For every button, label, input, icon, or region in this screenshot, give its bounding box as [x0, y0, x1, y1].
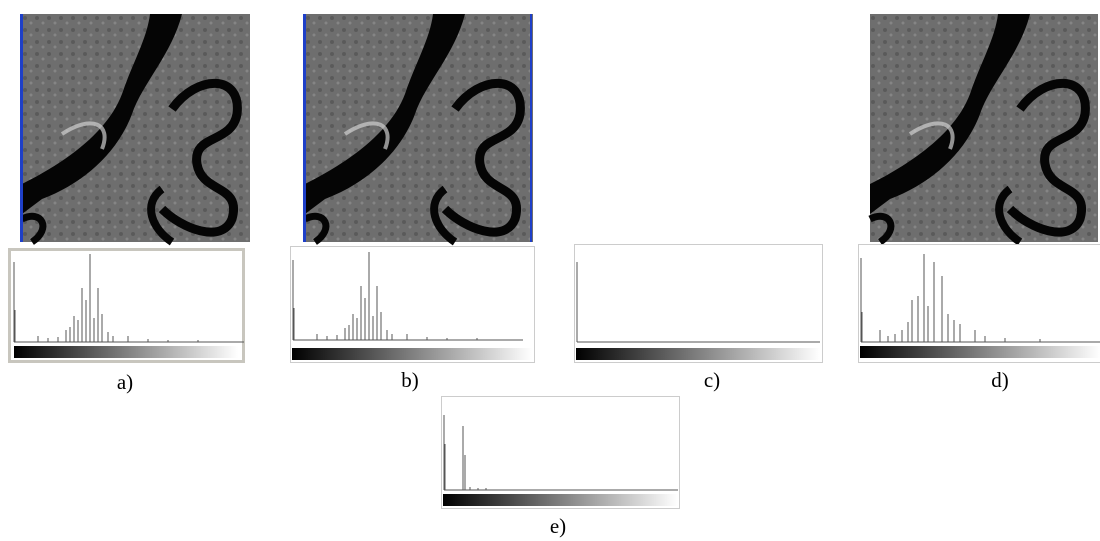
panel-c: c) [574, 244, 823, 392]
panel-label: a) [117, 370, 133, 394]
gray-scale-bar [576, 348, 820, 360]
histogram-box [574, 244, 823, 363]
panel-label: b) [401, 368, 419, 392]
panel-d: d) [858, 14, 1100, 392]
histogram-box [858, 244, 1100, 363]
panel-b: b) [290, 14, 535, 392]
panel-label: e) [550, 514, 566, 538]
satellite-image [22, 14, 250, 242]
histogram-box [441, 396, 680, 509]
image-border [530, 14, 532, 242]
gray-scale-bar [443, 494, 678, 506]
panel-a: a) [8, 14, 251, 394]
image-border [20, 14, 23, 242]
histogram-box [8, 248, 245, 363]
histogram-box [290, 246, 535, 363]
gray-scale-bar [860, 346, 1100, 358]
histogram [860, 254, 1100, 343]
satellite-image [870, 14, 1098, 242]
gray-scale-bar [14, 346, 238, 358]
image-border [303, 14, 306, 242]
panel-label: d) [991, 368, 1009, 392]
panel-label: c) [704, 368, 720, 392]
satellite-image [305, 14, 533, 242]
histogram [576, 262, 820, 343]
gray-scale-bar [292, 348, 532, 360]
panel-e: e) [441, 396, 680, 538]
histogram [443, 415, 678, 491]
